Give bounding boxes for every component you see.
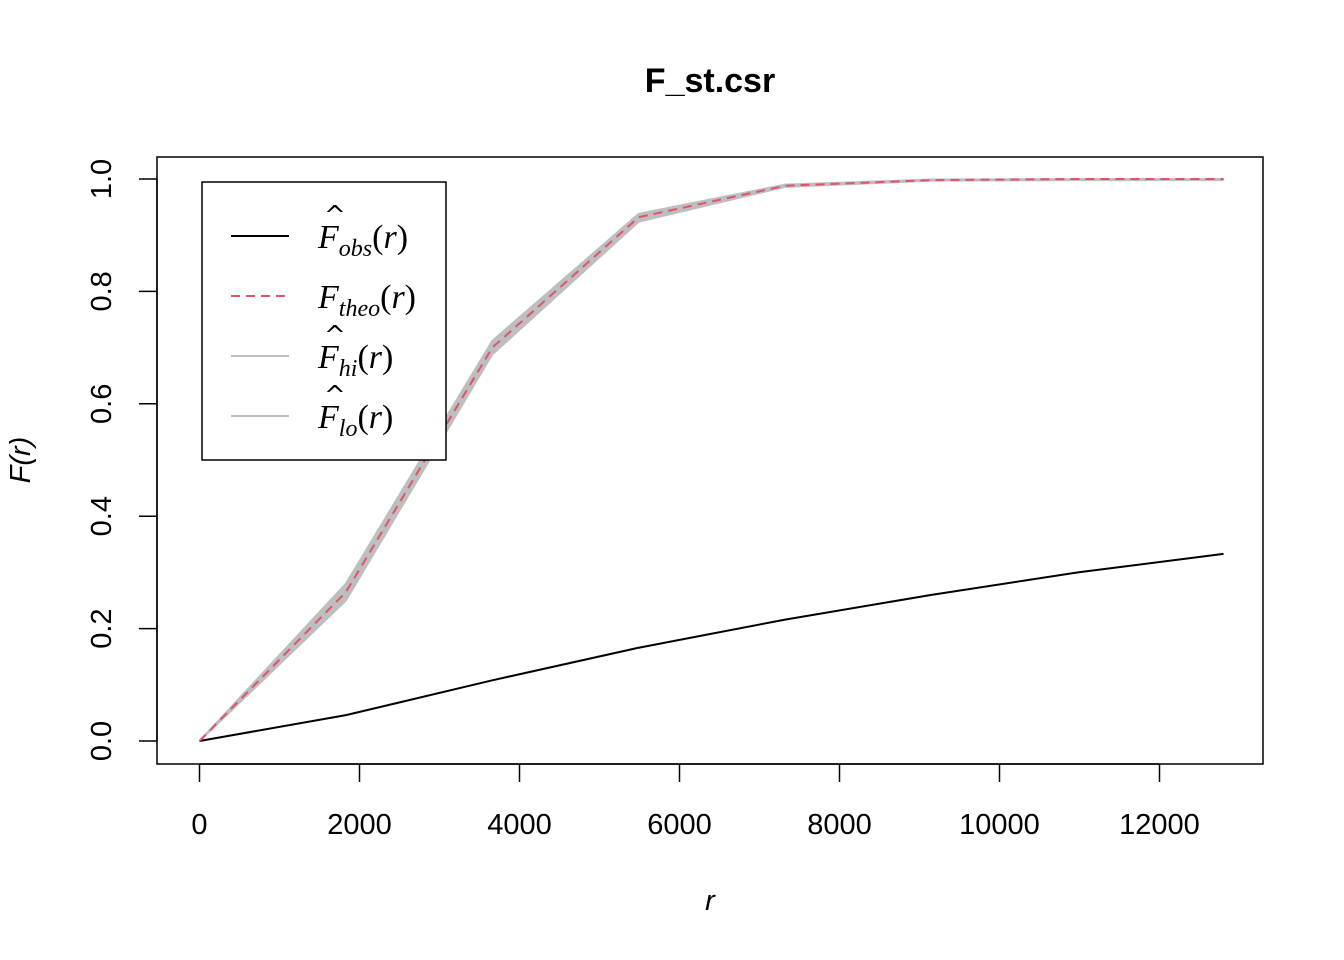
legend-box xyxy=(201,181,447,461)
legend-hat-obs: ^ xyxy=(324,201,346,231)
legend-label-hi: Fhi(r) xyxy=(317,339,393,382)
x-axis: 0 2000 4000 6000 8000 10000 12000 xyxy=(191,763,1200,841)
y-tick-label: 0.8 xyxy=(86,271,118,311)
x-axis-label: r xyxy=(705,885,716,917)
x-tick-label: 6000 xyxy=(647,809,712,841)
x-tick-label: 4000 xyxy=(487,809,552,841)
legend-label-lo: Flo(r) xyxy=(317,399,393,442)
legend-label-theo: Ftheo(r) xyxy=(317,279,416,322)
legend: Fobs(r)^Ftheo(r)Fhi(r)^Flo(r)^ xyxy=(201,181,447,461)
x-tick-label: 12000 xyxy=(1119,809,1200,841)
y-tick-label: 1.0 xyxy=(86,159,118,199)
x-tick-label: 0 xyxy=(191,809,207,841)
x-tick-label: 10000 xyxy=(959,809,1040,841)
legend-label-obs: Fobs(r) xyxy=(317,219,408,262)
series-line-obs xyxy=(199,552,1224,742)
y-axis-label: F(r) xyxy=(5,437,37,484)
y-tick-label: 0.6 xyxy=(86,384,118,424)
legend-hat-lo: ^ xyxy=(324,381,346,411)
series-line-lo xyxy=(198,179,1224,742)
x-tick-label: 8000 xyxy=(807,809,872,841)
y-tick-label: 0.0 xyxy=(86,721,118,761)
y-tick-label: 0.2 xyxy=(86,608,118,648)
y-axis: 0.0 0.2 0.4 0.6 0.8 1.0 xyxy=(86,159,158,761)
series-line-theo xyxy=(198,178,1224,742)
series-line-hi xyxy=(198,178,1224,742)
legend-hat-hi: ^ xyxy=(324,321,346,351)
series-layer xyxy=(198,178,1224,742)
x-tick-label: 2000 xyxy=(327,809,392,841)
chart-title: F_st.csr xyxy=(645,62,775,100)
y-tick-label: 0.4 xyxy=(86,496,118,536)
